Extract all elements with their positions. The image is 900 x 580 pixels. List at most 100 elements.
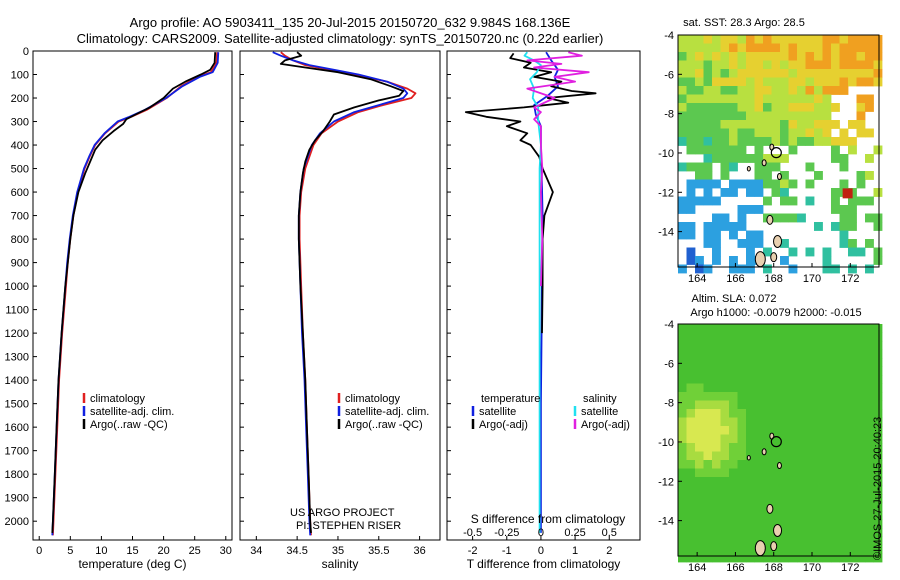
sst-map-cell — [686, 188, 696, 197]
sla-map-cell — [678, 511, 687, 520]
sla-map-cell — [839, 536, 849, 546]
sla-map-cell — [746, 392, 755, 401]
sla-map-cell — [788, 383, 798, 393]
sla-map-cell — [865, 519, 874, 529]
sst-map-panel: 164 166 168 170 172 -4 -6 -8 -10 -12 -14 — [658, 30, 883, 285]
sla-map-cell — [805, 545, 815, 554]
sst-map-cell — [822, 86, 832, 95]
sla-map-cell — [797, 553, 806, 563]
sst-map-ytick-label: -10 — [658, 148, 674, 160]
sla-map-cell — [856, 400, 866, 410]
sst-map-cell — [805, 69, 815, 78]
sla-map-cell — [754, 477, 764, 486]
sla-map-island — [766, 503, 774, 514]
sla-map-panel: 164 166 168 170 172 -4 -6 -8 -10 -12 -14 — [658, 319, 883, 574]
sla-map-cell — [805, 477, 815, 486]
sla-map-cell — [712, 341, 721, 350]
sla-map-cell — [703, 545, 713, 554]
sst-map-cell — [763, 43, 772, 53]
sla-map-cell — [873, 443, 883, 452]
sla-map-cell — [805, 434, 815, 444]
sst-map-cell — [831, 264, 840, 274]
sst-map-cell — [797, 128, 806, 138]
sla-map-cell — [831, 528, 840, 537]
sla-map-cell — [780, 375, 789, 384]
sla-map-cell — [814, 460, 823, 469]
sst-map-cell — [712, 154, 721, 163]
sst-map-cell — [754, 205, 764, 214]
sla-map-cell — [678, 392, 687, 401]
sla-map-cell — [771, 477, 781, 486]
sst-map-cell — [729, 264, 738, 274]
sla-map-cell — [865, 485, 874, 495]
sla-map-cell — [831, 366, 840, 376]
sla-map-cell — [788, 443, 798, 452]
sla-map-cell — [856, 477, 866, 486]
sla-map-cell — [720, 511, 730, 520]
sst-map-cell — [780, 111, 789, 121]
sla-map-cell — [720, 426, 730, 435]
sla-map-cell — [695, 400, 704, 410]
sst-map-cell — [729, 111, 738, 121]
sla-map-cell — [746, 332, 755, 342]
sst-map-cell — [839, 137, 849, 146]
sst-map-ytick-label: -4 — [664, 30, 674, 42]
sst-map-cell — [712, 120, 721, 129]
sst-map-cell — [788, 213, 798, 223]
sst-map-cell — [703, 52, 713, 61]
sla-map-xtick-label: 172 — [841, 562, 859, 574]
sla-map-cell — [839, 511, 849, 520]
sst-map-cell — [856, 103, 866, 112]
sla-map-cell — [703, 460, 713, 469]
sst-map-cell — [865, 239, 874, 248]
sst-map-ytick-label: -6 — [664, 69, 674, 81]
sla-map-cell — [873, 494, 883, 503]
sla-map-cell — [746, 341, 755, 350]
sla-map-cell — [856, 332, 866, 342]
sla-map-cell — [814, 332, 823, 342]
sst-map-cell — [737, 128, 747, 138]
sla-map-cell — [771, 366, 781, 376]
sst-map-cell — [678, 111, 687, 121]
sla-map-xtick-label: 164 — [688, 562, 706, 574]
sst-map-cell — [873, 60, 883, 70]
sst-map-cell — [703, 137, 713, 146]
sla-map-cell — [797, 536, 806, 546]
sst-map-cell — [746, 256, 755, 265]
sla-map-cell — [780, 519, 789, 529]
sla-map-cell — [865, 477, 874, 486]
sla-map-cell — [814, 553, 823, 563]
diff-top-tick-label: -0.25 — [494, 527, 519, 539]
sst-map-cell — [839, 230, 849, 240]
sla-map-cell — [805, 443, 815, 452]
sst-map-cell — [856, 196, 866, 206]
sst-map-cell — [873, 188, 883, 197]
sla-map-cell — [780, 341, 789, 350]
sla-map-cell — [720, 519, 730, 529]
temperature-ytick-label: 2000 — [5, 516, 29, 528]
sst-map-cell — [737, 137, 747, 146]
sla-map-cell — [831, 460, 840, 469]
sst-map-cell — [695, 137, 704, 146]
sla-map-cell — [720, 485, 730, 495]
sst-map-cell — [720, 103, 730, 112]
sla-map-cell — [873, 519, 883, 529]
sla-map-cell — [839, 383, 849, 393]
sst-map-cell — [822, 247, 832, 257]
sla-map-cell — [848, 477, 857, 486]
sla-map-cell — [771, 375, 781, 384]
sla-map-cell — [797, 443, 806, 452]
sla-map-cell — [848, 400, 857, 410]
sst-map-cell — [746, 43, 755, 53]
sst-map-cell — [695, 52, 704, 61]
sla-map-cell — [763, 417, 772, 427]
sst-map-cell — [729, 162, 738, 172]
sst-map-cell — [771, 43, 781, 53]
sla-map-cell — [720, 528, 730, 537]
sla-map-cell — [848, 468, 857, 478]
sst-map-cell — [737, 179, 747, 189]
sla-map-cell — [678, 519, 687, 529]
sla-map-cell — [720, 477, 730, 486]
sst-map-cell — [746, 77, 755, 87]
sla-map-cell — [746, 460, 755, 469]
